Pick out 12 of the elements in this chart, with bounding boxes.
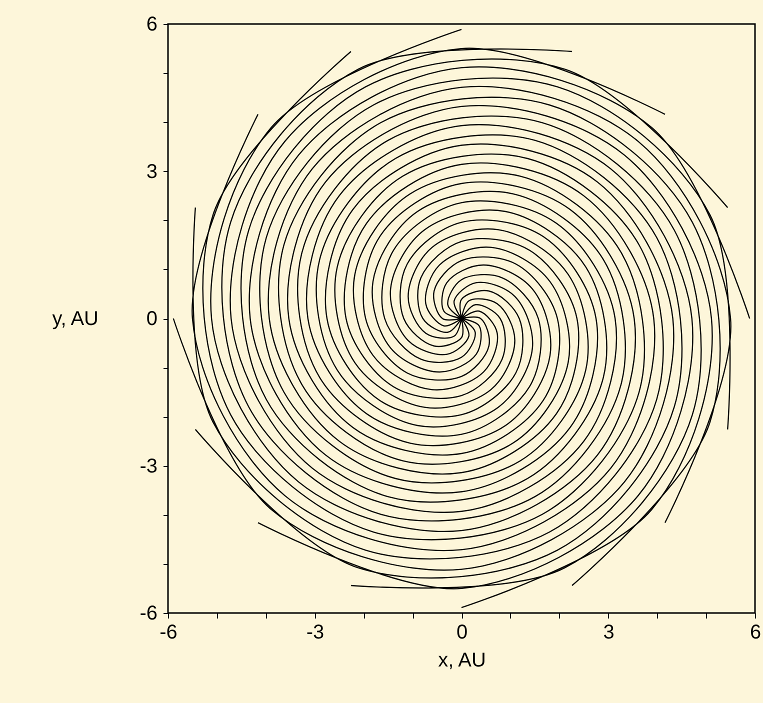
y-axis-title: y, AU xyxy=(52,308,98,330)
x-tick-label: 3 xyxy=(603,622,614,644)
x-tick-label: -6 xyxy=(160,622,178,644)
x-tick-label: -3 xyxy=(306,622,324,644)
y-tick-label: 0 xyxy=(146,308,158,330)
y-tick-label: -6 xyxy=(140,602,158,624)
x-axis-title: x, AU xyxy=(438,650,486,672)
y-tick-label: 3 xyxy=(146,160,158,183)
y-tick-label: -3 xyxy=(140,455,158,478)
x-tick-label: 0 xyxy=(456,622,468,644)
y-tick-label: 6 xyxy=(146,14,158,36)
x-tick-label: 6 xyxy=(750,622,762,644)
